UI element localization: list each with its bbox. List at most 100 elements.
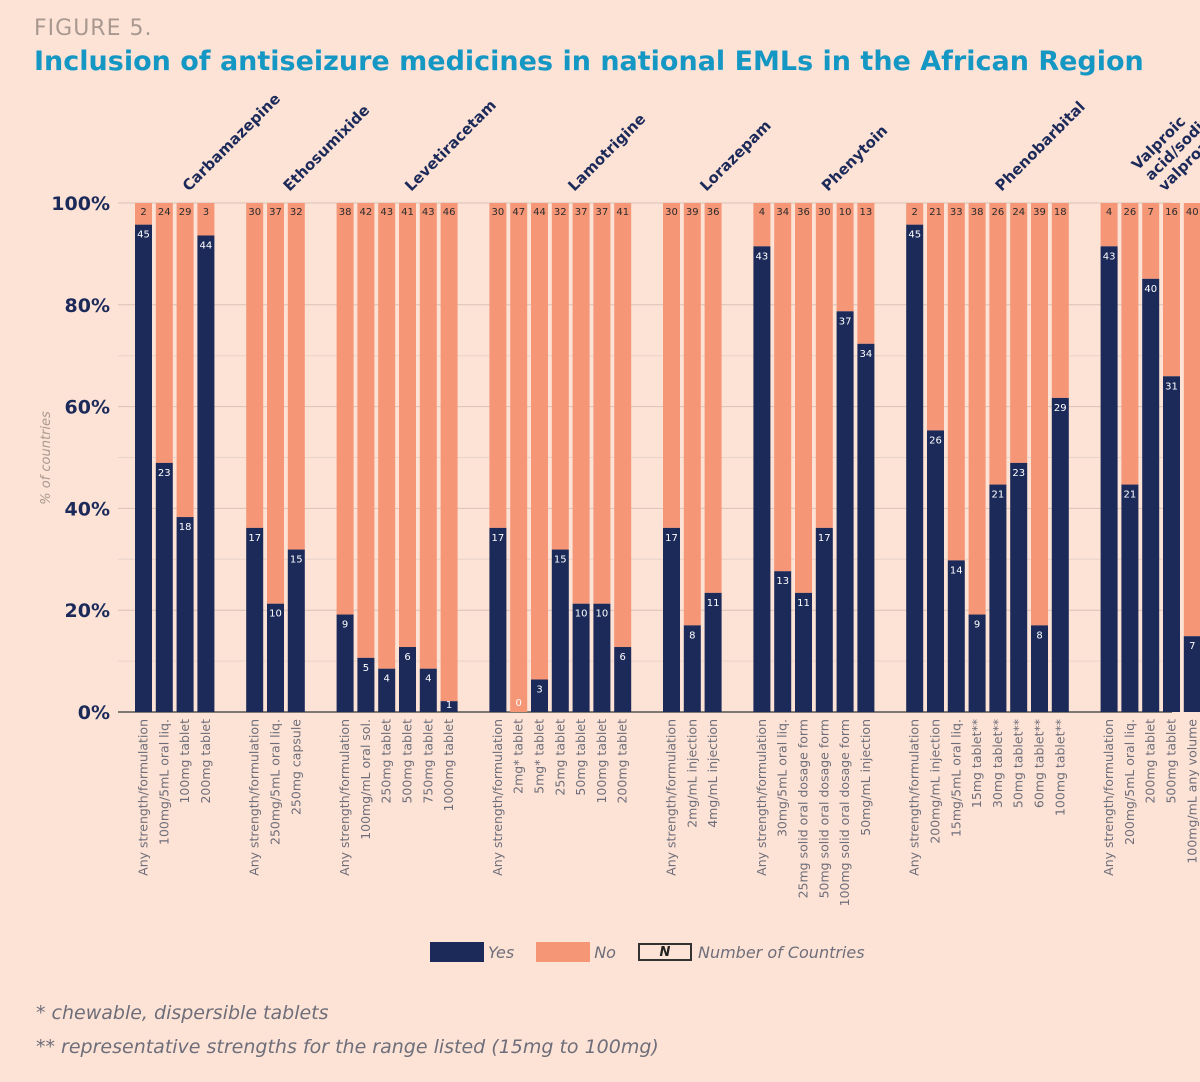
y-tick-label: 0% bbox=[78, 702, 110, 724]
data-label-no: 26 bbox=[1124, 207, 1137, 218]
group-label: Ethosumixide bbox=[280, 101, 374, 195]
x-tick-label: 250mg tablet bbox=[379, 719, 394, 804]
bar-no bbox=[197, 203, 215, 236]
x-tick-label: 100mg solid oral dosage form bbox=[837, 719, 852, 906]
x-tick-label: 200mg/mL injection bbox=[928, 719, 943, 844]
bar-yes bbox=[336, 614, 354, 712]
data-label-yes: 23 bbox=[1012, 468, 1025, 479]
data-label-yes: 11 bbox=[707, 598, 720, 609]
x-tick-label: Any strength/formulation bbox=[664, 719, 679, 876]
legend-yes-swatch bbox=[430, 942, 484, 962]
bar-yes bbox=[155, 462, 173, 712]
data-label-yes: 11 bbox=[797, 598, 810, 609]
data-label-yes: 4 bbox=[425, 674, 431, 685]
x-tick-label: 50mg/mL injection bbox=[858, 719, 873, 836]
y-tick-label: 20% bbox=[65, 600, 110, 622]
x-tick-label: 50mg solid oral dosage form bbox=[816, 719, 831, 898]
bar-yes bbox=[287, 549, 305, 712]
data-label-no: 39 bbox=[686, 207, 699, 218]
data-label-no: 46 bbox=[443, 207, 456, 218]
data-label-yes: 17 bbox=[818, 533, 831, 544]
data-label-no: 16 bbox=[1165, 207, 1178, 218]
x-tick-label: 50mg tablet** bbox=[1011, 719, 1026, 808]
data-label-no: 40 bbox=[1186, 207, 1199, 218]
bar-no bbox=[836, 203, 854, 312]
y-tick-label: 60% bbox=[65, 397, 110, 419]
data-label-no: 29 bbox=[179, 207, 192, 218]
bar-yes bbox=[683, 625, 701, 712]
bar-no bbox=[1010, 203, 1028, 463]
x-tick-label: 100mg tablet bbox=[177, 719, 192, 804]
bar-no bbox=[774, 203, 792, 572]
data-label-yes: 6 bbox=[620, 652, 626, 663]
bar-yes bbox=[614, 647, 632, 712]
x-tick-label: 100mg tablet bbox=[594, 719, 609, 804]
bar-no bbox=[510, 203, 528, 712]
data-label-no: 10 bbox=[839, 207, 852, 218]
y-axis-label: % of countries bbox=[39, 411, 54, 505]
data-label-no: 42 bbox=[360, 207, 373, 218]
bar-no bbox=[795, 203, 812, 593]
data-label-no: 24 bbox=[1012, 207, 1025, 218]
data-label-yes: 5 bbox=[363, 663, 369, 674]
data-label-no: 43 bbox=[422, 207, 435, 218]
bar-yes bbox=[663, 527, 680, 712]
figure-label: FIGURE 5. bbox=[34, 16, 153, 41]
bar-yes bbox=[1010, 462, 1028, 712]
bar-no bbox=[968, 203, 986, 615]
x-tick-label: 500mg tablet bbox=[400, 719, 415, 804]
data-label-no: 30 bbox=[492, 207, 505, 218]
bar-yes bbox=[947, 560, 965, 712]
x-tick-label: 1000mg tablet bbox=[441, 719, 456, 812]
data-label-no: 18 bbox=[1054, 207, 1067, 218]
bar-no bbox=[1051, 203, 1069, 398]
data-label-no: 3 bbox=[203, 207, 209, 218]
bar-yes bbox=[1142, 278, 1160, 712]
bar-no bbox=[551, 203, 569, 550]
bar-yes bbox=[1183, 636, 1200, 712]
legend-yes: Yes bbox=[430, 942, 514, 962]
group-label-line: Ethosumixide bbox=[280, 101, 374, 195]
bar-yes bbox=[1121, 484, 1139, 712]
bar-no bbox=[593, 203, 611, 604]
bar-no bbox=[753, 203, 771, 247]
bar-yes bbox=[927, 430, 944, 712]
data-label-yes: 31 bbox=[1165, 381, 1178, 392]
bar-no bbox=[927, 203, 944, 431]
data-label-yes: 9 bbox=[974, 620, 980, 631]
data-label-yes: 21 bbox=[992, 490, 1005, 501]
bar-yes bbox=[1031, 625, 1048, 712]
data-label-no: 38 bbox=[339, 207, 352, 218]
data-label-no: 2 bbox=[912, 207, 918, 218]
data-label-no: 13 bbox=[860, 207, 873, 218]
group-label-line: Lorazepam bbox=[696, 116, 774, 194]
group-label-line: Levetiracetam bbox=[401, 96, 500, 195]
data-label-no: 37 bbox=[596, 207, 609, 218]
bar-yes bbox=[836, 311, 854, 712]
x-tick-label: 2mg/mL injection bbox=[684, 719, 699, 828]
data-label-no: 30 bbox=[665, 207, 678, 218]
bar-no bbox=[614, 203, 632, 648]
bar-yes bbox=[489, 527, 507, 712]
bar-no bbox=[378, 203, 396, 669]
data-label-yes: 43 bbox=[756, 251, 769, 262]
x-tick-label: Any strength/formulation bbox=[907, 719, 922, 876]
bar-no bbox=[815, 203, 833, 528]
bar-yes bbox=[1100, 246, 1118, 712]
data-label-no: 30 bbox=[818, 207, 831, 218]
y-tick-label: 40% bbox=[65, 498, 110, 520]
x-tick-label: Any strength/formulation bbox=[754, 719, 769, 876]
x-tick-label: 30mg tablet** bbox=[990, 719, 1005, 808]
bar-no bbox=[287, 203, 305, 550]
bar-no bbox=[440, 203, 458, 702]
x-tick-label: 100mg/mL oral sol. bbox=[358, 719, 373, 840]
data-label-no: 26 bbox=[992, 207, 1005, 218]
x-tick-label: 500mg tablet bbox=[1164, 719, 1179, 804]
group-label-line: Lamotrigine bbox=[564, 110, 649, 195]
bar-no bbox=[246, 203, 264, 528]
legend-n: N Number of Countries bbox=[637, 943, 865, 962]
x-tick-label: Any strength/formulation bbox=[136, 719, 151, 876]
bar-yes bbox=[989, 484, 1007, 712]
bar-no bbox=[1183, 203, 1200, 637]
bar-yes bbox=[857, 343, 875, 712]
